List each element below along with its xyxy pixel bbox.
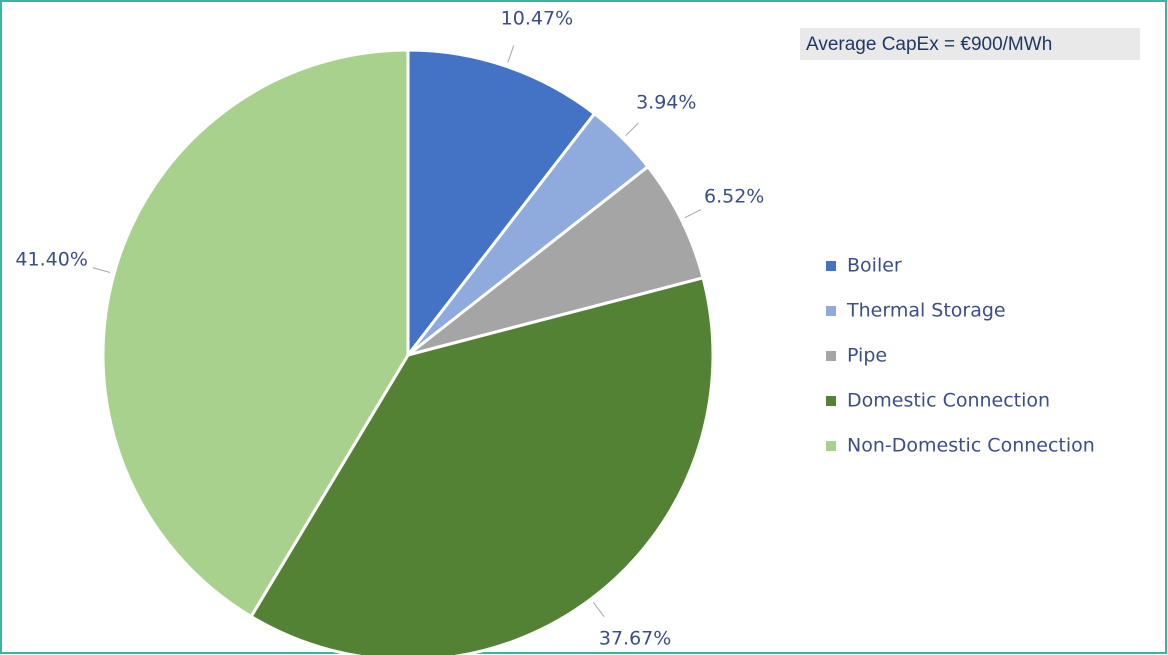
legend-label: Pipe xyxy=(847,345,887,367)
leader-line xyxy=(625,122,639,137)
pie-slice xyxy=(407,164,705,357)
leader-line xyxy=(592,601,605,617)
pie-slice xyxy=(101,48,410,619)
data-label: 41.40% xyxy=(15,249,87,271)
legend-swatch xyxy=(826,441,836,451)
legend-swatch xyxy=(826,261,836,271)
legend-label: Boiler xyxy=(847,255,902,277)
leader-line xyxy=(507,45,515,63)
data-label: 10.47% xyxy=(501,8,573,30)
leader-line xyxy=(92,267,111,274)
data-label: 3.94% xyxy=(636,92,696,114)
pie-slice xyxy=(249,276,715,655)
legend-swatch xyxy=(826,351,836,361)
legend-swatch xyxy=(826,396,836,406)
data-label: 6.52% xyxy=(704,186,764,208)
legend-label: Thermal Storage xyxy=(846,300,1006,322)
legend-label: Domestic Connection xyxy=(847,390,1050,412)
legend-label: Non-Domestic Connection xyxy=(847,435,1095,457)
annotation: Average CapEx = €900/MWh xyxy=(806,34,1052,55)
data-label: 37.67% xyxy=(599,628,671,650)
pie-slice xyxy=(406,48,597,360)
leader-line xyxy=(684,209,702,219)
annotation-box xyxy=(800,28,1140,60)
legend-swatch xyxy=(826,306,836,316)
